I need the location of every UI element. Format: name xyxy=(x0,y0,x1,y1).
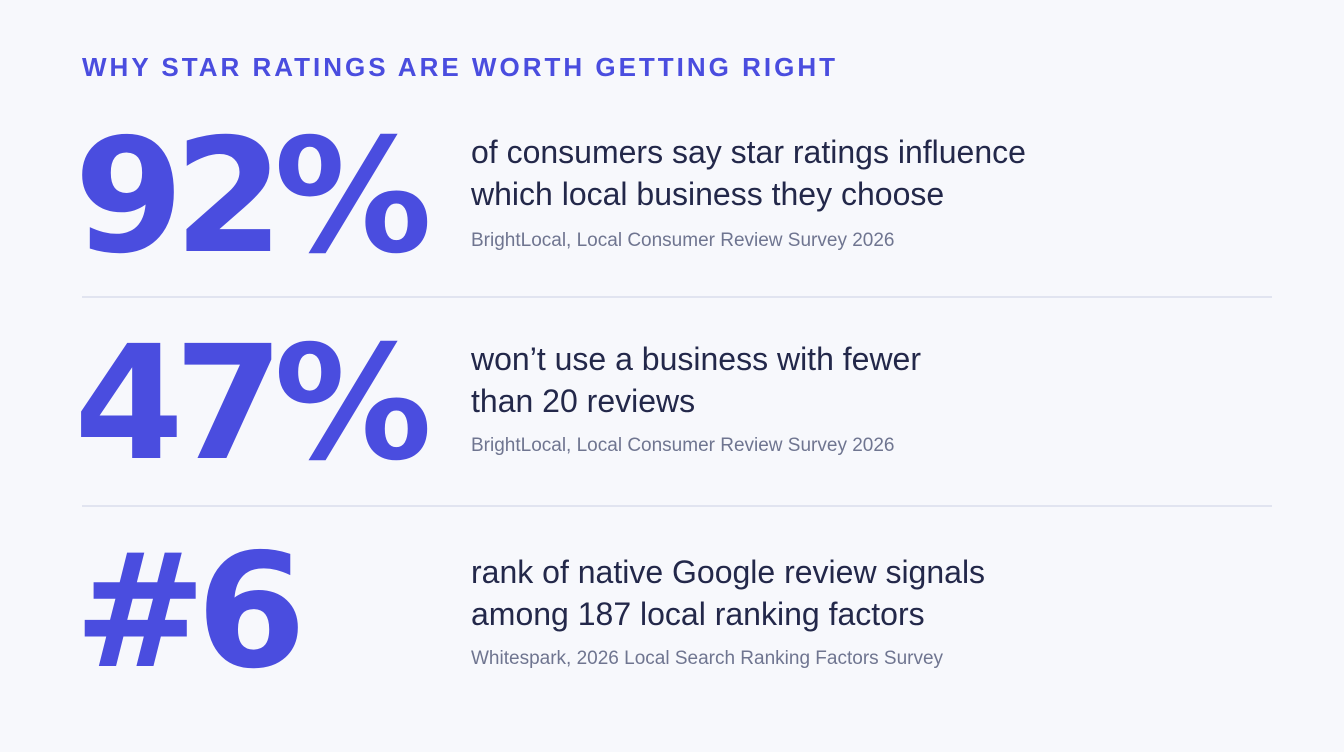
stat-description-3-line-2: among 187 local ranking factors xyxy=(471,596,925,632)
divider-2 xyxy=(82,505,1272,507)
stat-value-2: 47% xyxy=(74,312,432,496)
divider-1 xyxy=(82,296,1272,298)
stat-value-3: #6 xyxy=(74,520,306,704)
stat-description-3-line-1: rank of native Google review signals xyxy=(471,554,986,590)
stat-description-2-line-2: than 20 reviews xyxy=(471,383,696,419)
stat-description-2: won’t use a business with fewer than 20 … xyxy=(471,338,1191,422)
stat-description-2-line-1: won’t use a business with fewer xyxy=(471,341,921,377)
stat-source-2: BrightLocal, Local Consumer Review Surve… xyxy=(471,435,895,456)
stat-source-1: BrightLocal, Local Consumer Review Surve… xyxy=(471,230,895,251)
stat-source-3: Whitespark, 2026 Local Search Ranking Fa… xyxy=(471,648,944,669)
stat-description-1: of consumers say star ratings influence … xyxy=(471,131,1191,215)
stat-description-1-line-2: which local business they choose xyxy=(471,176,945,212)
section-kicker: WHY STAR RATINGS ARE WORTH GETTING RIGHT xyxy=(82,52,839,82)
stat-description-1-line-1: of consumers say star ratings influence xyxy=(471,134,1026,170)
stat-value-1: 92% xyxy=(74,105,432,289)
stat-description-3: rank of native Google review signals amo… xyxy=(471,551,1191,635)
